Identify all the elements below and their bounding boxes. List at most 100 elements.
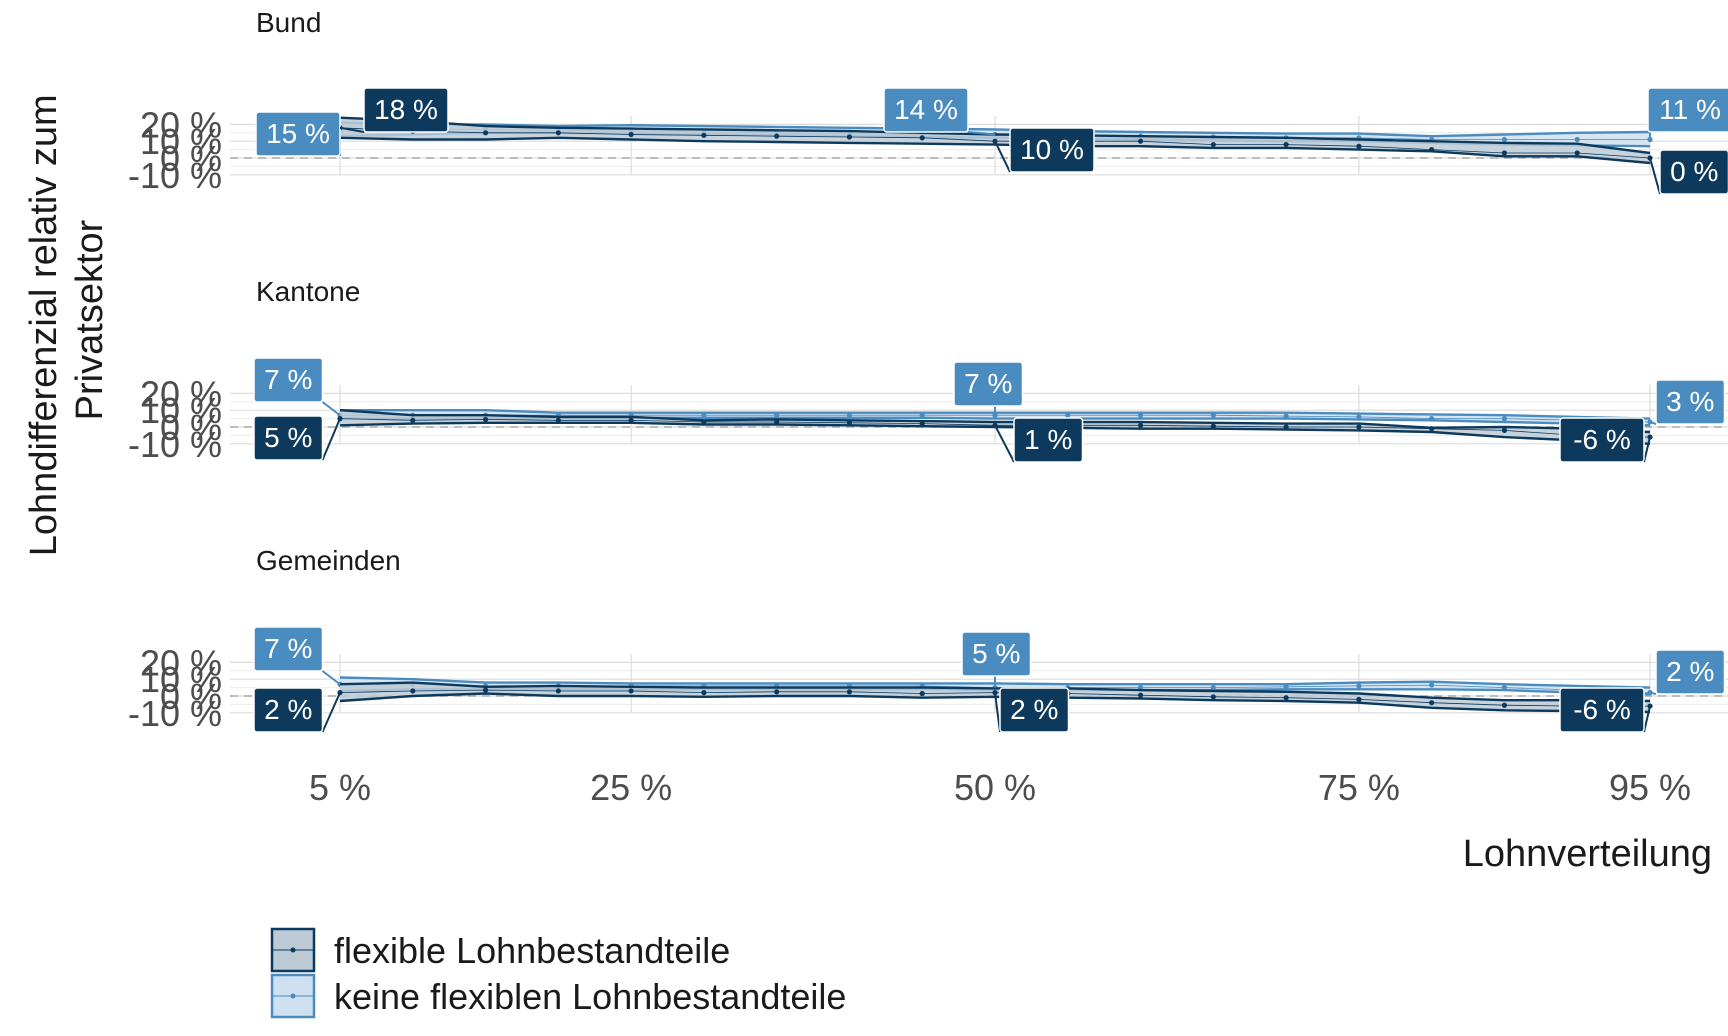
ribbon-upper-line	[339, 121, 1651, 138]
data-point	[701, 412, 707, 418]
data-point	[1429, 426, 1435, 432]
data-point	[1501, 427, 1508, 433]
data-point	[1356, 424, 1362, 430]
value-label-box	[1559, 417, 1645, 463]
data-point	[1210, 141, 1216, 148]
data-point	[1137, 692, 1144, 698]
data-point	[846, 420, 853, 426]
value-label: 0 %	[1670, 156, 1718, 187]
label-leader-line	[339, 126, 365, 133]
data-point	[846, 134, 853, 140]
panel-title: Gemeinden	[256, 545, 401, 576]
value-label-box	[253, 357, 324, 403]
value-label-box	[1009, 127, 1095, 173]
data-point	[846, 412, 853, 418]
ribbon-upper-line	[339, 681, 1651, 703]
data-point	[1501, 150, 1508, 156]
data-point	[555, 417, 561, 423]
data-point	[1356, 696, 1362, 702]
y-tick-label: -10 %	[128, 424, 222, 465]
label-leader-line	[994, 140, 1011, 173]
data-point	[1574, 136, 1580, 143]
label-leader-line	[1649, 157, 1661, 195]
data-point	[1210, 685, 1216, 691]
value-label: 5 %	[972, 638, 1020, 669]
data-point	[701, 132, 707, 138]
data-point	[555, 688, 561, 694]
y-tick-label: -10 %	[128, 693, 222, 734]
data-point	[1429, 682, 1435, 688]
data-point	[919, 135, 925, 141]
value-label-box	[953, 361, 1024, 407]
label-leader-line	[994, 692, 1001, 733]
y-axis-title-line-1: Lohndifferenzial relativ zum	[23, 94, 65, 556]
label-leader-line	[967, 131, 996, 136]
data-point	[1283, 413, 1289, 419]
legend: flexible Lohnbestandteile keine flexiblen…	[270, 927, 846, 1019]
ribbon-flexible	[340, 682, 1650, 712]
value-label-box	[1647, 87, 1728, 133]
data-point	[1356, 683, 1362, 689]
data-point	[1501, 416, 1508, 422]
data-point	[1501, 136, 1508, 143]
x-axis: 5 % 25 % 50 % 75 % 95 %	[309, 767, 1691, 808]
data-point	[1210, 412, 1216, 418]
data-point	[1283, 695, 1289, 701]
value-label-box	[883, 87, 969, 133]
panel-title: Bund	[256, 7, 321, 38]
y-tick-label: 10 %	[140, 659, 222, 700]
label-leader-line	[321, 670, 341, 686]
data-point	[628, 417, 634, 423]
data-point	[1574, 150, 1580, 156]
label-leader-line	[1649, 691, 1657, 695]
panel-title: Kantone	[256, 276, 360, 307]
x-tick-label: 75 %	[1318, 767, 1400, 808]
value-label: 7 %	[264, 364, 312, 395]
value-label-box	[253, 415, 324, 461]
legend-key-point	[290, 993, 296, 999]
y-tick-label: 10 %	[140, 121, 222, 162]
label-leader-line	[321, 401, 341, 417]
y-tick-label: 0 %	[160, 407, 222, 448]
data-point	[628, 131, 634, 138]
data-point	[1356, 414, 1362, 420]
y-axis-title-line-2: Privatsektor	[69, 219, 111, 420]
value-label-box	[1559, 687, 1645, 733]
value-label: 11 %	[1659, 94, 1721, 125]
data-point	[701, 419, 707, 425]
y-tick-label: 20 %	[140, 373, 222, 414]
data-point	[1137, 138, 1144, 144]
data-point	[482, 416, 489, 423]
label-leader-line	[1643, 705, 1651, 733]
data-point	[1210, 423, 1216, 429]
x-tick-label: 95 %	[1609, 767, 1691, 808]
x-tick-label: 50 %	[954, 767, 1036, 808]
value-label: 14 %	[894, 94, 958, 125]
value-label-box	[1655, 649, 1726, 695]
data-point	[919, 412, 925, 418]
y-tick-label: 0 %	[160, 138, 222, 179]
ribbon-upper-line	[339, 116, 1651, 155]
panel-gemeinden: Gemeinden 20 %10 %0 %-10 % 7 % 2 % 5 % 2 % 2 %…	[128, 545, 1728, 734]
data-point	[774, 412, 780, 418]
value-label: 2 %	[1666, 656, 1714, 687]
value-label-box	[255, 111, 341, 157]
data-point	[1210, 694, 1216, 700]
data-point	[555, 130, 561, 136]
y-tick-label: 0 %	[160, 676, 222, 717]
x-tick-label: 25 %	[590, 767, 672, 808]
value-label-box	[1655, 379, 1726, 425]
value-label: 2 %	[264, 694, 312, 725]
data-point	[1283, 684, 1289, 690]
value-label-box	[999, 687, 1070, 733]
data-point	[1137, 422, 1144, 428]
data-point	[774, 689, 780, 695]
x-tick-label: 5 %	[309, 767, 371, 808]
data-point	[482, 687, 489, 693]
y-tick-label: 20 %	[140, 104, 222, 145]
value-label-box	[961, 631, 1032, 677]
data-point	[846, 689, 853, 695]
data-point	[774, 133, 780, 139]
